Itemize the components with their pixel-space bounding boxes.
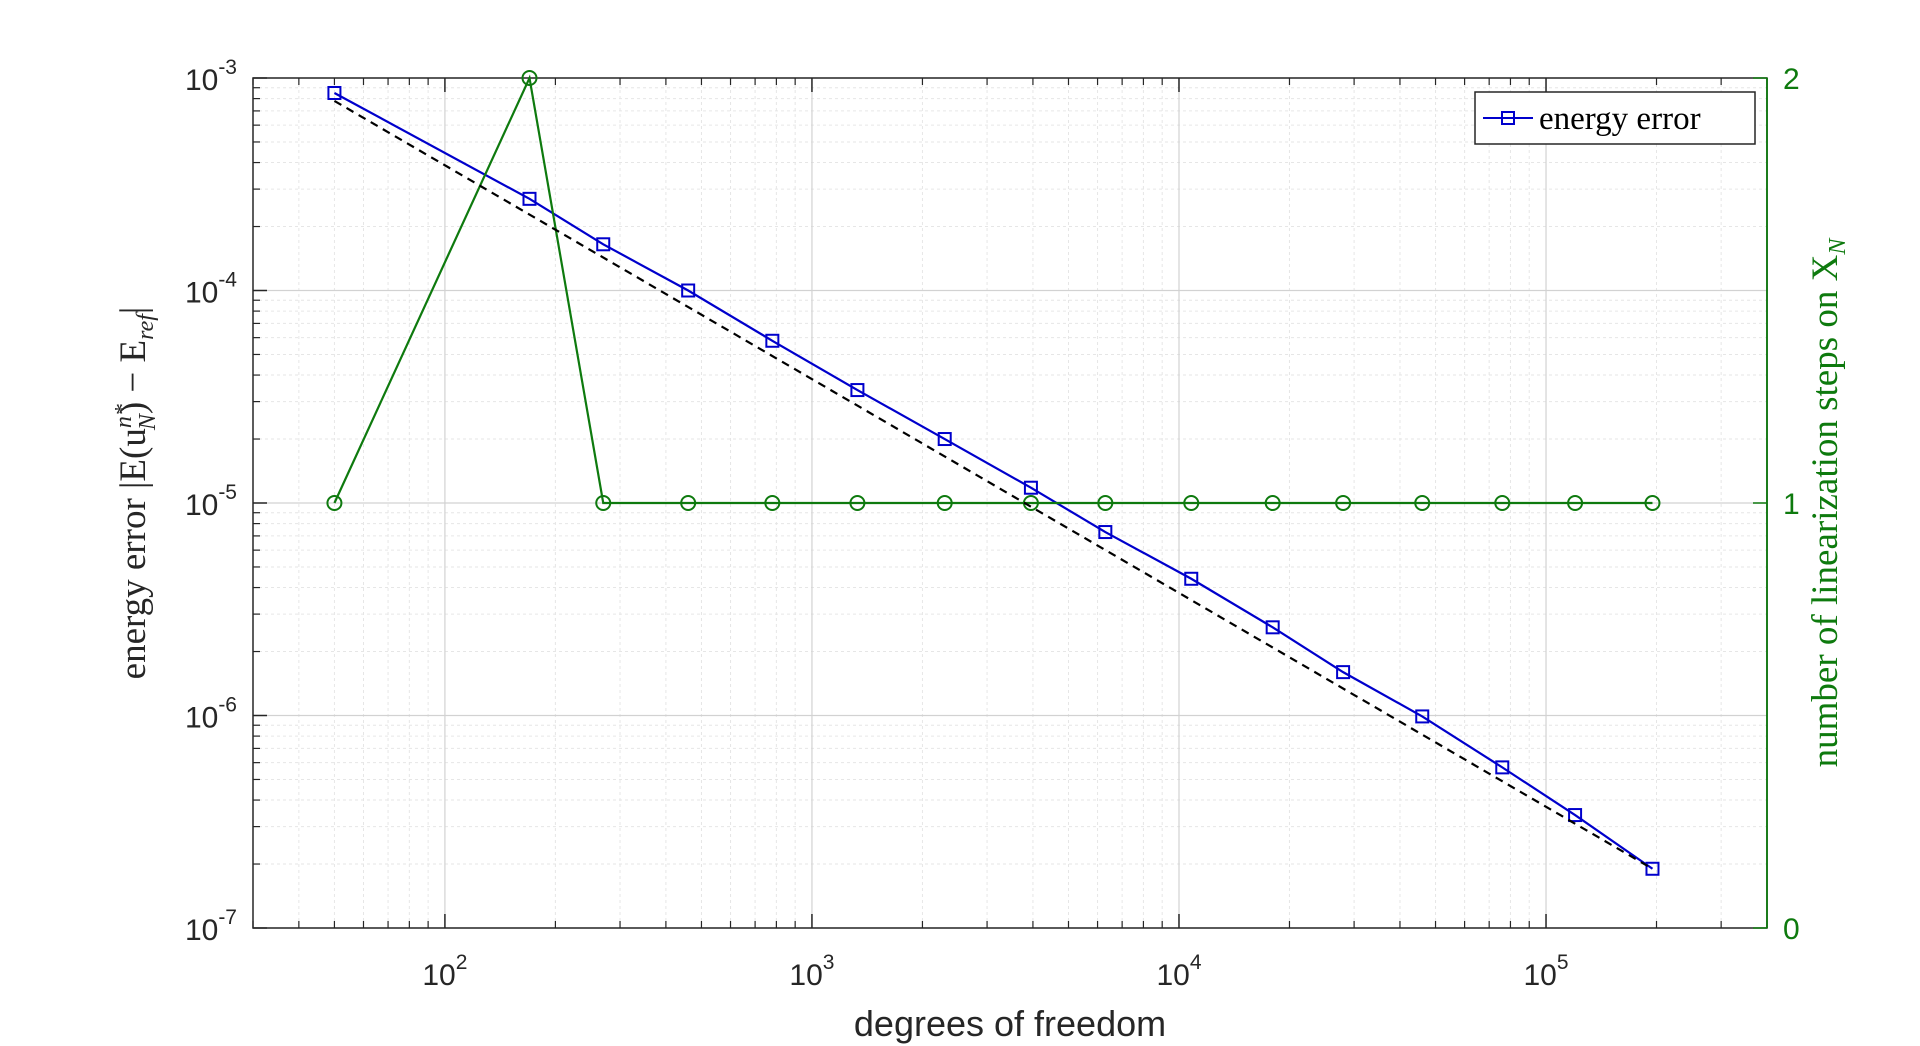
x-tick-base: 10 [789, 959, 822, 992]
y-left-tick-label: 10-4 [185, 269, 237, 310]
y-tick-exponent: -4 [218, 269, 237, 292]
data-point-energy-error [1265, 620, 1280, 635]
y-left-tick-label: 10-3 [185, 56, 237, 97]
data-point-linearization-steps [764, 495, 781, 511]
data-point-energy-error [327, 85, 342, 100]
data-point-linearization-steps [521, 70, 538, 86]
data-point-energy-error [765, 333, 780, 348]
legend-marker-square [1501, 111, 1515, 125]
x-tick-label: 102 [422, 951, 467, 992]
y-tick-exponent: -3 [218, 56, 237, 79]
x-tick-exponent: 2 [456, 951, 468, 974]
data-point-energy-error [1495, 760, 1510, 775]
data-point-linearization-steps [1644, 495, 1661, 511]
data-point-linearization-steps [936, 495, 953, 511]
axis-ticks [252, 77, 1768, 929]
y-right-tick-label: 1 [1783, 488, 1800, 521]
y-left-label-text2: ) − E [113, 340, 154, 414]
y-tick-base: 10 [185, 914, 218, 947]
y-left-tick-label: 10-6 [185, 694, 237, 735]
data-point-linearization-steps [1335, 495, 1352, 511]
x-tick-label: 105 [1523, 951, 1568, 992]
data-point-energy-error [1645, 861, 1660, 876]
y-right-label-text: number of linearization steps on X [1805, 254, 1846, 767]
y-left-tick-label: 10-5 [185, 481, 237, 522]
series-line-energy-error [333, 92, 1654, 870]
data-point-energy-error [850, 383, 865, 398]
y-tick-exponent: -7 [218, 906, 237, 929]
y-tick-base: 10 [185, 64, 218, 97]
x-tick-base: 10 [422, 959, 455, 992]
data-point-linearization-steps [1567, 495, 1584, 511]
y-left-label-sub2: ref [133, 311, 159, 340]
data-point-energy-error [1098, 525, 1113, 540]
series-layer [326, 70, 1661, 876]
data-point-energy-error [596, 237, 611, 252]
data-point-linearization-steps [680, 495, 697, 511]
x-tick-exponent: 4 [1190, 951, 1202, 974]
data-point-linearization-steps [326, 495, 343, 511]
data-point-energy-error [1184, 571, 1199, 586]
y-axis-right-label: number of linearization steps on XN [1805, 237, 1851, 768]
x-tick-label: 104 [1156, 951, 1201, 992]
data-point-energy-error [681, 283, 696, 298]
x-tick-label: 103 [789, 951, 834, 992]
y-left-label-text3: | [113, 307, 154, 314]
y-left-label-text: energy error |E(u [113, 428, 154, 679]
y-right-tick-label: 0 [1783, 913, 1800, 946]
y-tick-exponent: -5 [218, 481, 237, 504]
x-tick-exponent: 5 [1557, 951, 1569, 974]
legend: energy error [1474, 91, 1756, 145]
data-point-linearization-steps [1414, 495, 1431, 511]
y-tick-base: 10 [185, 489, 218, 522]
y-left-label-sup: n* [111, 404, 137, 428]
data-point-energy-error [1023, 480, 1038, 495]
data-point-linearization-steps [1183, 495, 1200, 511]
x-tick-exponent: 3 [823, 951, 835, 974]
data-point-energy-error [522, 191, 537, 206]
y-right-label-sub: N [1825, 237, 1851, 256]
y-left-label-sub: N [135, 412, 161, 431]
series-line-linearization-steps [333, 74, 1653, 505]
data-point-linearization-steps [1097, 495, 1114, 511]
data-point-energy-error [937, 432, 952, 447]
data-point-energy-error [1336, 665, 1351, 680]
y-tick-base: 10 [185, 277, 218, 310]
x-axis-label: degrees of freedom [854, 1003, 1166, 1044]
y-right-tick-label: 2 [1783, 63, 1800, 96]
x-tick-base: 10 [1156, 959, 1189, 992]
data-point-energy-error [1568, 808, 1583, 823]
data-point-linearization-steps [595, 495, 612, 511]
y-left-tick-label: 10-7 [185, 906, 237, 947]
data-point-linearization-steps [1264, 495, 1281, 511]
data-point-linearization-steps [849, 495, 866, 511]
y-tick-exponent: -6 [218, 694, 237, 717]
data-point-energy-error [1415, 709, 1430, 724]
series-line-reference-slope [333, 99, 1654, 870]
y-axis-left-label: energy error |E(un*N) − Eref| [111, 307, 161, 680]
y-tick-base: 10 [185, 702, 218, 735]
data-point-linearization-steps [1494, 495, 1511, 511]
legend-entry-energy-error: energy error [1539, 101, 1701, 137]
x-tick-base: 10 [1523, 959, 1556, 992]
